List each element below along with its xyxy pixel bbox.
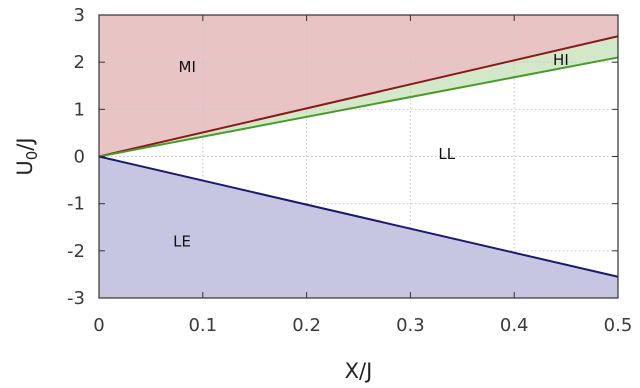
y-axis-label-main: U [13, 160, 37, 175]
boundary-line-2 [98, 56, 619, 158]
boundary-line-1 [98, 35, 619, 158]
x-tick-label: 0 [93, 315, 104, 336]
y-tick-label: 0 [74, 147, 85, 168]
tick-marks [98, 14, 619, 299]
region-label-le: LE [173, 232, 191, 250]
x-tick-label: 0.5 [604, 315, 633, 336]
boundary-lines [98, 35, 619, 278]
y-tick-labels: 3 2 1 0 -1 -2 -3 [67, 5, 85, 309]
y-tick-label: 3 [74, 5, 85, 26]
y-tick-label: -1 [67, 194, 85, 215]
y-tick-label: -2 [67, 241, 85, 262]
y-tick-label: 2 [74, 52, 85, 73]
region-label-mi: MI [179, 58, 196, 76]
x-tick-label: 0.3 [396, 315, 425, 336]
y-axis-label-tail: /J [13, 137, 37, 150]
boundary-line-3 [98, 155, 619, 278]
region-labels: MI HI LL LE [173, 51, 569, 251]
x-tick-labels: 0 0.1 0.2 0.3 0.4 0.5 [93, 315, 632, 336]
region-label-hi: HI [553, 51, 569, 69]
gridlines [99, 15, 618, 298]
y-axis-label: U0/J [13, 137, 41, 175]
x-tick-label: 0.4 [500, 315, 529, 336]
x-tick-label: 0.1 [188, 315, 217, 336]
y-tick-label: -3 [67, 288, 85, 309]
x-axis-label: X/J [345, 359, 373, 383]
y-axis-label-subscript: 0 [23, 151, 41, 161]
y-tick-label: 1 [74, 99, 85, 120]
x-tick-label: 0.2 [292, 315, 321, 336]
region-label-ll: LL [438, 145, 455, 163]
region-le-fill [99, 156, 618, 298]
region-mi-fill [99, 15, 618, 157]
